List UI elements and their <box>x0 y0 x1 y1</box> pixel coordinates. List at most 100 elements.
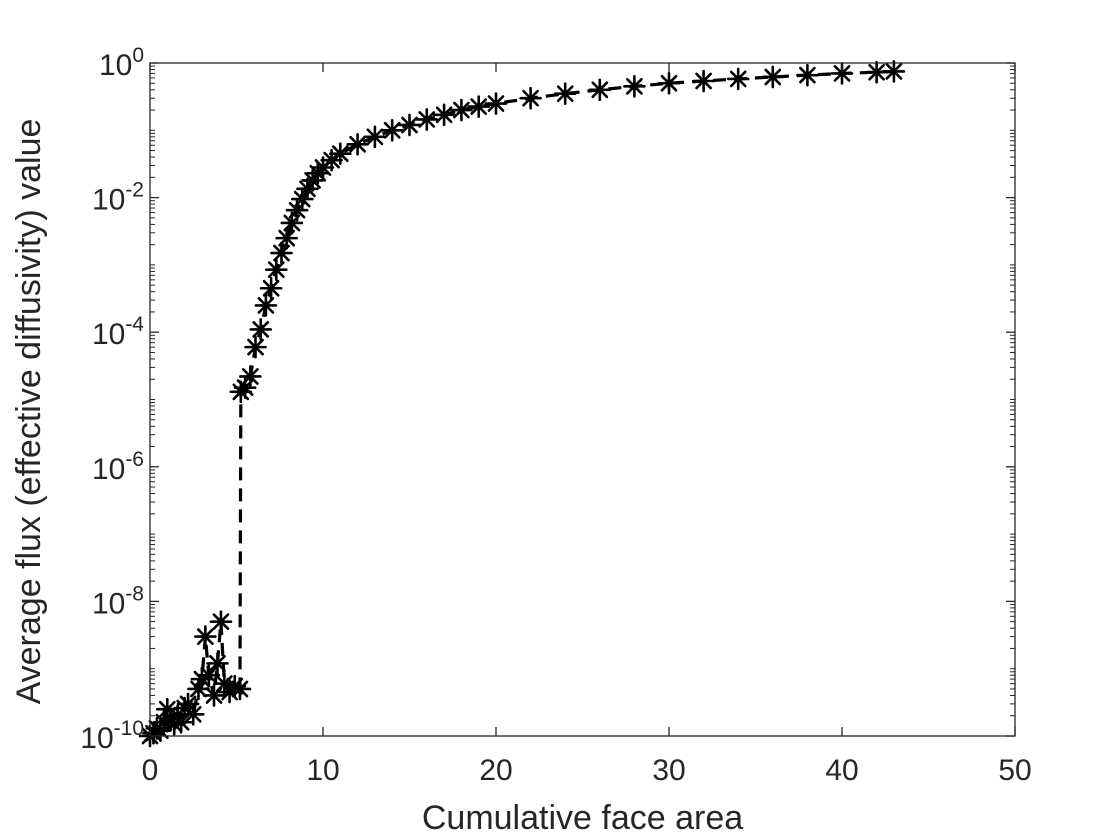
data-point-marker <box>882 60 906 83</box>
data-point-marker <box>415 108 439 131</box>
data-point-marker <box>181 703 205 726</box>
marker-stroke <box>833 65 851 82</box>
marker-stroke <box>383 121 401 139</box>
marker-stroke <box>257 297 275 314</box>
y-tick-exponent: -8 <box>125 582 144 605</box>
y-tick-label: 100 <box>99 44 144 82</box>
y-tick-exponent: -6 <box>125 448 144 471</box>
data-point-marker <box>275 226 298 250</box>
data-point-marker <box>206 652 229 675</box>
marker-stroke <box>366 128 384 146</box>
marker-stroke <box>591 81 609 99</box>
marker-stroke <box>487 95 505 112</box>
y-tick-label: 10-2 <box>92 179 144 217</box>
data-point-marker <box>865 60 888 84</box>
data-point-marker <box>296 177 319 201</box>
data-point-marker <box>259 276 283 300</box>
marker-stroke <box>331 145 349 163</box>
y-tick-exponent: -4 <box>125 313 144 336</box>
marker-stroke <box>470 98 488 115</box>
x-tick-labels: 0 10 20 30 40 50 <box>142 754 1032 787</box>
y-tick-base: 10 <box>99 49 132 82</box>
marker-stroke <box>418 111 436 128</box>
marker-stroke <box>252 321 270 338</box>
data-point-marker <box>623 75 646 98</box>
y-tick-base: 10 <box>80 722 113 755</box>
data-point-marker <box>254 294 278 317</box>
data-point-marker <box>484 92 508 115</box>
x-axis-label: Cumulative face area <box>422 799 743 837</box>
data-point-marker <box>239 365 262 388</box>
marker-stroke <box>556 85 574 103</box>
marker-stroke <box>764 68 782 86</box>
marker-stroke <box>453 101 470 119</box>
marker-stroke <box>323 151 341 169</box>
data-point-marker <box>270 241 293 265</box>
data-point-marker <box>692 69 715 93</box>
marker-stroke <box>179 695 197 713</box>
marker-stroke <box>626 77 643 95</box>
y-tick-base: 10 <box>92 318 125 351</box>
data-point-marker <box>194 625 217 648</box>
data-point-marker <box>553 82 577 105</box>
data-point-marker <box>432 103 456 127</box>
data-point-marker <box>726 67 750 91</box>
marker-stroke <box>349 135 366 153</box>
y-tick-base: 10 <box>92 184 125 217</box>
data-point-marker <box>197 663 221 687</box>
tick-layer <box>149 62 1016 737</box>
marker-stroke <box>262 279 280 297</box>
data-point-marker <box>244 335 267 359</box>
x-tick-label: 0 <box>142 754 159 787</box>
y-tick-label: 10-6 <box>92 448 144 486</box>
y-tick-exponent: -2 <box>125 179 144 202</box>
y-tick-exponent: 0 <box>132 44 144 67</box>
data-point-marker <box>202 684 226 707</box>
marker-stroke <box>267 261 285 279</box>
y-axis-label: Average flux (effective diffusivity) val… <box>10 119 48 705</box>
marker-stroke <box>231 680 249 698</box>
data-point-marker <box>249 318 273 341</box>
marker-stroke <box>212 613 230 631</box>
y-tick-exponent: -10 <box>114 717 144 740</box>
data-point-marker <box>228 677 252 701</box>
marker-stroke <box>241 368 259 385</box>
marker-stroke <box>660 74 678 92</box>
y-tick-base: 10 <box>92 587 125 620</box>
marker-stroke <box>695 72 712 90</box>
data-point-marker <box>588 78 612 102</box>
y-tick-label: 10-10 <box>80 717 144 755</box>
marker-stroke <box>200 666 218 684</box>
x-tick-label: 20 <box>479 754 512 787</box>
marker-stroke <box>885 63 903 80</box>
data-point-marker <box>450 98 473 122</box>
data-point-marker <box>264 258 288 281</box>
x-tick-label: 10 <box>306 754 339 787</box>
marker-stroke <box>799 66 816 84</box>
marker-stroke <box>729 70 747 88</box>
marker-stroke <box>435 106 453 124</box>
plot-area <box>138 60 1016 748</box>
data-point-marker <box>346 132 369 156</box>
data-point-marker <box>519 86 542 110</box>
data-point-marker <box>467 95 491 118</box>
y-tick-label: 10-8 <box>92 582 144 620</box>
x-tick-label: 40 <box>825 754 858 787</box>
data-point-marker <box>328 142 352 165</box>
marker-stroke <box>196 628 214 645</box>
data-point-marker <box>209 610 233 633</box>
data-point-marker <box>761 65 785 89</box>
data-point-marker <box>796 63 819 87</box>
marker-stroke <box>868 63 885 81</box>
x-tick-label: 30 <box>652 754 685 787</box>
marker-stroke <box>247 338 264 356</box>
marker-stroke <box>184 705 202 723</box>
data-point-marker <box>657 71 681 95</box>
y-tick-base: 10 <box>92 453 125 486</box>
y-tick-label: 10-4 <box>92 313 144 351</box>
data-point-marker <box>398 113 421 137</box>
marker-stroke <box>522 89 539 107</box>
